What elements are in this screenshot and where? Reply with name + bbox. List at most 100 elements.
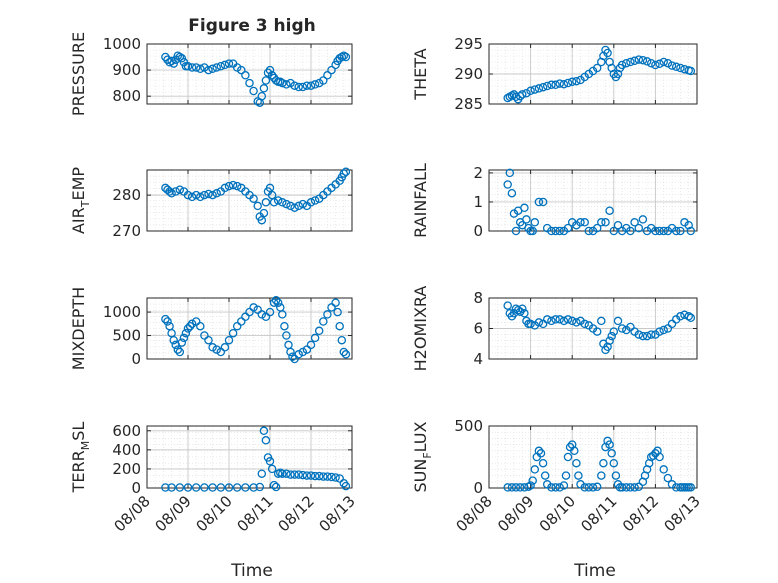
data-point — [267, 464, 277, 474]
data-point — [212, 63, 221, 72]
y-tick-label: 0 — [473, 222, 483, 240]
data-point — [605, 336, 614, 345]
data-point — [634, 330, 644, 339]
data-point — [335, 321, 344, 331]
data-point — [507, 188, 517, 198]
data-point — [224, 483, 234, 492]
data-point — [278, 469, 287, 478]
data-point — [327, 472, 336, 482]
data-point — [255, 482, 265, 492]
y-tick-label: 500 — [112, 327, 141, 345]
data-point — [241, 71, 250, 80]
data-point — [638, 55, 648, 65]
data-point — [161, 483, 170, 492]
data-point — [642, 331, 652, 341]
data-point — [220, 343, 230, 352]
data-point — [331, 298, 340, 307]
data-point — [286, 347, 295, 357]
data-point — [314, 326, 324, 336]
data-point — [337, 335, 347, 345]
data-point — [282, 199, 291, 209]
data-point — [597, 218, 606, 227]
data-point — [323, 310, 332, 319]
data-point — [310, 333, 320, 343]
data-point — [187, 319, 197, 329]
data-point — [584, 483, 594, 492]
data-point — [503, 483, 512, 492]
data-point — [319, 76, 328, 85]
data-point — [567, 218, 577, 227]
data-point — [617, 226, 627, 236]
data-point — [310, 80, 320, 89]
data-point — [609, 327, 619, 336]
data-point — [649, 451, 658, 461]
data-point — [659, 226, 668, 236]
data-point — [224, 181, 234, 191]
data-point — [686, 66, 696, 76]
data-point — [617, 324, 627, 333]
data-point — [528, 226, 537, 236]
data-point — [333, 307, 342, 317]
y-axis-label: AIRTEMP — [69, 167, 92, 234]
data-point — [259, 426, 269, 436]
data-point — [518, 304, 527, 313]
data-point — [241, 483, 250, 492]
data-point — [177, 54, 187, 63]
y-axis-label: SUNFLUX — [411, 421, 434, 492]
data-point — [183, 190, 193, 200]
data-point — [298, 347, 308, 357]
series-markers — [503, 45, 696, 104]
data-point — [191, 483, 201, 492]
data-point — [257, 91, 267, 101]
data-point — [663, 58, 673, 68]
grid — [488, 425, 698, 489]
data-point — [286, 470, 295, 479]
data-point — [167, 189, 176, 198]
data-point — [290, 203, 299, 212]
data-point — [212, 345, 221, 354]
data-point — [655, 226, 664, 236]
x-tick-label: 08/11 — [577, 492, 620, 535]
data-point — [607, 331, 616, 341]
data-point — [530, 218, 540, 227]
x-tick-label: 08/12 — [275, 492, 318, 535]
x-tick-label: 08/09 — [494, 492, 537, 535]
y-tick-label: 285 — [454, 95, 483, 113]
data-point — [286, 201, 295, 211]
data-point — [278, 198, 287, 207]
data-point — [282, 331, 291, 340]
data-point — [555, 315, 564, 324]
subplot-h2omixra: 4 6 8 H2OMIXRA — [411, 286, 698, 371]
data-point — [651, 60, 660, 70]
data-point — [534, 446, 544, 456]
data-point — [526, 481, 535, 490]
data-point — [676, 226, 685, 236]
subplot-mixdepth: 0 500 1000 MIXDEPTH — [69, 287, 353, 370]
data-point — [208, 343, 217, 352]
y-tick-label: 200 — [112, 460, 141, 478]
data-point — [183, 483, 193, 492]
data-point — [294, 470, 303, 479]
data-point — [686, 313, 696, 323]
data-point — [559, 316, 569, 326]
data-point — [341, 481, 351, 491]
data-point — [278, 310, 287, 319]
data-point — [327, 65, 336, 75]
grid — [146, 169, 353, 232]
data-point — [306, 471, 316, 480]
data-point — [339, 347, 349, 357]
data-point — [626, 226, 635, 236]
data-point — [551, 483, 560, 492]
data-point — [161, 314, 170, 324]
data-point — [646, 223, 656, 233]
data-point — [261, 436, 271, 445]
data-point — [563, 223, 573, 233]
data-point — [680, 218, 689, 227]
data-point — [269, 198, 279, 207]
data-point — [526, 86, 535, 96]
data-point — [580, 483, 589, 492]
data-point — [584, 226, 594, 236]
data-point — [617, 483, 627, 492]
data-point — [220, 183, 230, 193]
data-point — [626, 322, 635, 332]
